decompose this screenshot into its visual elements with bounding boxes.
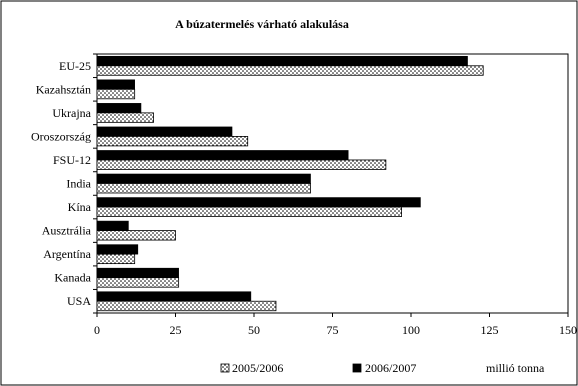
y-tick-label-kanada: Kanada bbox=[54, 271, 91, 285]
plot-area bbox=[96, 53, 569, 314]
y-tick-label-oroszorsz-g: Oroszország bbox=[31, 129, 91, 143]
bar-2006-2007-usa bbox=[96, 291, 252, 302]
x-tick-label-0: 0 bbox=[94, 323, 100, 337]
bar-2006-2007-argent-na bbox=[96, 244, 139, 255]
bar-2006-2007-ukrajna bbox=[96, 103, 142, 114]
bar-2005-2006-kanada bbox=[96, 277, 180, 288]
bar-2006-2007-fsu-12 bbox=[96, 150, 349, 161]
y-tick-label-k-na: Kína bbox=[68, 200, 92, 214]
y-tick-label-usa: USA bbox=[67, 294, 91, 308]
y-tick-label-ukrajna: Ukrajna bbox=[52, 106, 91, 120]
unit-label: millió tonna bbox=[486, 361, 545, 375]
bar-2005-2006-ausztr-lia bbox=[96, 230, 176, 241]
x-tick-label-50: 50 bbox=[248, 323, 260, 337]
legend-swatch-series-2 bbox=[352, 363, 362, 373]
bar-2006-2007-kanada bbox=[96, 267, 179, 278]
y-tick-label-ausztr-lia: Ausztrália bbox=[42, 224, 92, 238]
x-tick-label-100: 100 bbox=[402, 323, 420, 337]
x-tick-label-125: 125 bbox=[481, 323, 499, 337]
bar-2006-2007-eu-25 bbox=[96, 55, 468, 67]
bar-2005-2006-k-na bbox=[96, 206, 402, 217]
bar-2006-2007-ausztr-lia bbox=[96, 220, 129, 231]
x-tick-label-25: 25 bbox=[170, 323, 182, 337]
bar-2005-2006-ukrajna bbox=[96, 112, 154, 123]
bar-2005-2006-usa bbox=[96, 300, 277, 312]
legend-swatch-series-1 bbox=[220, 363, 230, 373]
x-tick-label-150: 150 bbox=[559, 323, 577, 337]
legend-label-series-2: 2006/2007 bbox=[365, 361, 416, 375]
legend-label-series-1: 2005/2006 bbox=[232, 361, 283, 375]
bar-2005-2006-india bbox=[96, 183, 311, 194]
bar-2005-2006-eu-25 bbox=[96, 65, 484, 76]
bar-2006-2007-kazahszt-n bbox=[96, 79, 135, 90]
y-tick-label-argent-na: Argentína bbox=[43, 247, 91, 261]
bar-2006-2007-k-na bbox=[96, 197, 421, 208]
bar-2005-2006-oroszorsz-g bbox=[96, 136, 249, 147]
chart-title: A búzatermelés várható alakulása bbox=[175, 17, 349, 31]
y-tick-label-fsu-12: FSU-12 bbox=[53, 153, 91, 167]
y-axis: EU-25 Kazahsztán Ukrajna Oroszország FSU-12 I… bbox=[31, 53, 97, 314]
bar-2005-2006-argent-na bbox=[96, 253, 136, 265]
x-tick-label-75: 75 bbox=[327, 323, 339, 337]
bar-2006-2007-india bbox=[96, 173, 311, 184]
y-tick-label-kazahszt-n: Kazahsztán bbox=[36, 82, 91, 96]
bar-2005-2006-kazahszt-n bbox=[96, 88, 136, 100]
bar-2006-2007-oroszorsz-g bbox=[96, 126, 233, 137]
legend: 2005/2006 2006/2007 millió tonna bbox=[220, 361, 545, 375]
bar-2005-2006-fsu-12 bbox=[96, 159, 387, 170]
y-tick-label-eu-25: EU-25 bbox=[59, 59, 91, 73]
y-tick-label-india: India bbox=[66, 177, 91, 191]
x-axis: 0 25 50 75 100 125 150 bbox=[94, 313, 577, 337]
